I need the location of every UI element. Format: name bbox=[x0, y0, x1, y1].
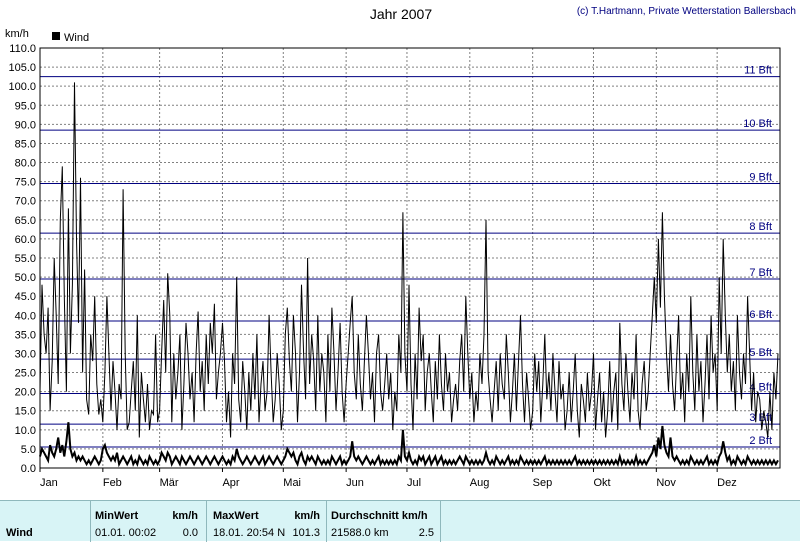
x-tick-label: Jun bbox=[346, 477, 364, 489]
avg-value: 2.5 bbox=[418, 527, 434, 539]
y-tick-label: 40.0 bbox=[15, 310, 36, 322]
y-tick-label: 5.0 bbox=[21, 444, 36, 456]
y-axis-ticks: 0.0 5.0 10.0 15.0 20.0 25.0 30.0 35.0 40.0 45.0 50… bbox=[8, 43, 36, 475]
y-tick-label: 20.0 bbox=[15, 387, 36, 399]
min-value-cell: MinWert km/h 01.01. 00:02 0.0 bbox=[90, 501, 206, 542]
stats-row-label: Wind bbox=[6, 527, 33, 539]
x-tick-label: Dez bbox=[717, 477, 737, 489]
beaufort-label: 4 Bft bbox=[749, 382, 772, 394]
x-tick-label: Sep bbox=[533, 477, 553, 489]
legend-swatch-wind bbox=[52, 32, 60, 40]
y-tick-label: 110.0 bbox=[9, 43, 36, 55]
y-tick-label: 50.0 bbox=[15, 272, 36, 284]
x-tick-label: Jul bbox=[407, 477, 421, 489]
beaufort-label: 9 Bft bbox=[749, 172, 772, 184]
series-line-wind-gust bbox=[39, 82, 779, 438]
beaufort-label: 11 Bft bbox=[744, 65, 772, 77]
y-tick-label: 95.0 bbox=[15, 100, 36, 112]
beaufort-label: 7 Bft bbox=[749, 267, 772, 279]
y-tick-label: 85.0 bbox=[15, 138, 36, 150]
min-datetime: 01.01. 00:02 bbox=[95, 527, 157, 539]
max-value-cell: MaxWert km/h 18.01. 20:54 N 101.3 bbox=[206, 501, 326, 542]
x-axis-ticks: Jan Feb Mär Apr Mai Jun Jul Aug Sep Okt Nov Dez bbox=[39, 468, 737, 489]
beaufort-label: 2 Bft bbox=[749, 435, 772, 447]
average-value-cell: Durchschnitt km/h 21588.0 km 2.5 bbox=[326, 501, 440, 542]
y-tick-label: 15.0 bbox=[15, 406, 36, 418]
series-line-wind-average bbox=[39, 422, 779, 468]
beaufort-label: 10 Bft bbox=[743, 118, 772, 130]
y-tick-label: 105.0 bbox=[8, 62, 36, 74]
y-tick-label: 60.0 bbox=[15, 234, 36, 246]
max-datetime: 18.01. 20:54 N bbox=[213, 527, 286, 539]
x-tick-label: Okt bbox=[593, 477, 610, 489]
y-tick-label: 25.0 bbox=[15, 368, 36, 380]
x-tick-label: Apr bbox=[222, 477, 239, 489]
beaufort-label: 5 Bft bbox=[749, 347, 772, 359]
y-tick-label: 75.0 bbox=[15, 177, 36, 189]
max-header: MaxWert bbox=[213, 510, 259, 522]
y-tick-label: 55.0 bbox=[15, 253, 36, 265]
x-tick-label: Mär bbox=[160, 477, 179, 489]
min-header: MinWert bbox=[95, 510, 139, 522]
min-value: 0.0 bbox=[182, 527, 198, 539]
plot-frame bbox=[39, 47, 781, 469]
chart-title: Jahr 2007 bbox=[370, 6, 432, 22]
y-tick-label: 90.0 bbox=[15, 119, 36, 131]
stats-row-label-cell: Wind bbox=[0, 501, 90, 542]
wind-chart: Jahr 2007 (c) T.Hartmann, Private Wetter… bbox=[5, 6, 796, 489]
grid bbox=[39, 47, 780, 469]
stats-empty-area bbox=[440, 501, 800, 542]
y-tick-label: 0.0 bbox=[21, 463, 36, 475]
legend: Wind bbox=[52, 32, 89, 44]
copyright-credit: (c) T.Hartmann, Private Wetterstation Ba… bbox=[577, 6, 796, 17]
y-tick-label: 100.0 bbox=[8, 81, 36, 93]
max-unit: km/h bbox=[294, 510, 320, 522]
y-tick-label: 45.0 bbox=[15, 291, 36, 303]
y-tick-label: 35.0 bbox=[15, 329, 36, 341]
y-tick-label: 65.0 bbox=[15, 215, 36, 227]
x-tick-label: Nov bbox=[656, 477, 676, 489]
x-tick-label: Jan bbox=[40, 477, 58, 489]
y-tick-label: 10.0 bbox=[15, 425, 36, 437]
x-tick-label: Feb bbox=[103, 477, 122, 489]
series-layer bbox=[39, 82, 779, 468]
avg-header: Durchschnitt km/h bbox=[331, 510, 428, 522]
max-value: 101.3 bbox=[292, 527, 320, 539]
legend-label-wind: Wind bbox=[64, 32, 89, 44]
y-axis-unit: km/h bbox=[5, 28, 29, 40]
y-tick-label: 30.0 bbox=[15, 348, 36, 360]
y-tick-label: 80.0 bbox=[15, 158, 36, 170]
beaufort-label: 6 Bft bbox=[749, 309, 772, 321]
y-tick-label: 70.0 bbox=[15, 196, 36, 208]
min-unit: km/h bbox=[172, 510, 198, 522]
x-tick-label: Aug bbox=[470, 477, 490, 489]
x-tick-label: Mai bbox=[283, 477, 301, 489]
beaufort-label: 8 Bft bbox=[749, 221, 772, 233]
avg-distance: 21588.0 km bbox=[331, 527, 389, 539]
statistics-panel: Wind MinWert km/h 01.01. 00:02 0.0 MaxWe… bbox=[0, 500, 800, 542]
